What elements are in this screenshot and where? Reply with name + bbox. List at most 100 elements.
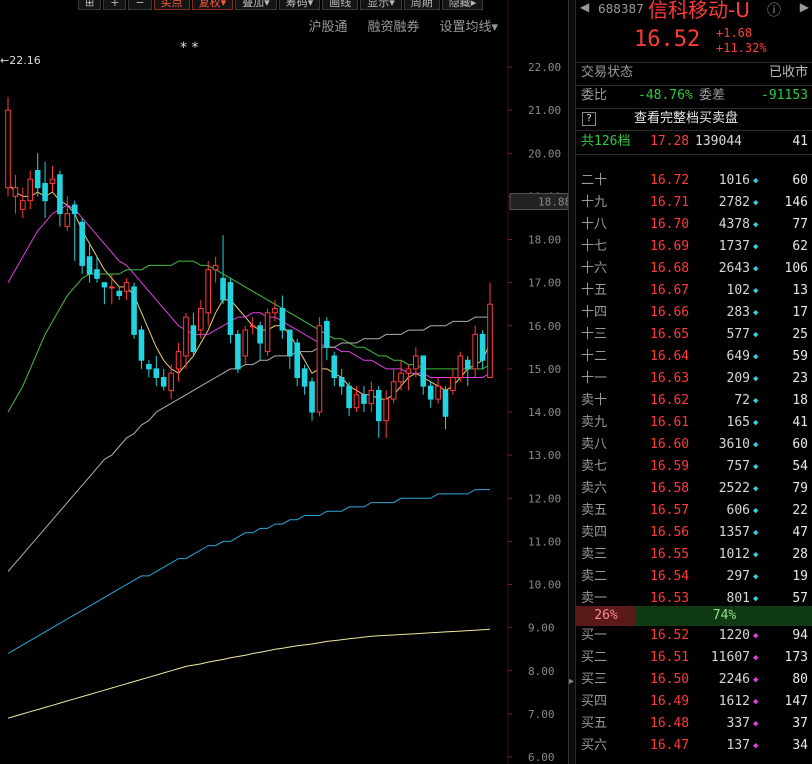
candle-body: [168, 372, 174, 391]
level-marker-icon: ◆: [753, 506, 759, 516]
book-row[interactable]: 卖七 16.59 757 ◆ 54: [576, 456, 812, 478]
book-row[interactable]: 卖九 16.61 165 ◆ 41: [576, 412, 812, 434]
book-row[interactable]: 卖二 16.54 297 ◆ 19: [576, 566, 812, 588]
total-levels-vol: 139044: [695, 134, 742, 149]
book-row[interactable]: 卖六 16.58 2522 ◆ 79: [576, 478, 812, 500]
book-row[interactable]: 卖五 16.57 606 ◆ 22: [576, 500, 812, 522]
level-orders: 41: [792, 415, 808, 430]
level-orders: 147: [784, 694, 808, 709]
level-orders: 18: [792, 393, 808, 408]
book-row[interactable]: 买二 16.51 11607 ◆ 173: [576, 647, 812, 669]
book-row[interactable]: 买五 16.48 337 ◆ 37: [576, 713, 812, 735]
level-marker-icon: ◆: [753, 374, 759, 384]
level-price: 16.48: [650, 716, 690, 731]
level-marker-icon: ◆: [753, 653, 759, 663]
chart-subbar: 沪股通 融资融券 设置均线▾: [308, 16, 498, 35]
level-marker-icon: ◆: [753, 462, 759, 472]
collapse-panel-icon[interactable]: ▸: [568, 676, 575, 687]
toolbar-button[interactable]: 叠加▾: [235, 0, 277, 10]
book-row[interactable]: 买三 16.50 2246 ◆ 80: [576, 669, 812, 691]
order-ratio-bar: 26% 74%: [576, 606, 812, 626]
book-row[interactable]: 十四 16.66 283 ◆ 17: [576, 302, 812, 324]
candle-body: [20, 200, 26, 210]
candle-body: [375, 389, 382, 422]
info-icon[interactable]: ⓘ: [767, 3, 781, 19]
level-volume: 3610: [718, 437, 750, 452]
event-stars: * *: [180, 40, 198, 56]
level-label: 卖四: [581, 525, 608, 540]
kline-chart-pane[interactable]: 22.0021.0020.0019.0018.0017.0016.0015.00…: [0, 0, 568, 764]
full-book-label[interactable]: 查看完整档买卖盘: [634, 111, 739, 126]
candle-body: [71, 204, 78, 215]
full-book-link[interactable]: ? 查看完整档买卖盘: [576, 108, 812, 130]
subbar-item[interactable]: 沪股通: [308, 20, 348, 35]
candle-body: [450, 377, 456, 391]
book-row[interactable]: 十五 16.67 102 ◆ 13: [576, 280, 812, 302]
book-row[interactable]: 买六 16.47 137 ◆ 34: [576, 735, 812, 757]
level-price: 16.58: [650, 481, 690, 496]
book-row[interactable]: 十三 16.65 577 ◆ 25: [576, 324, 812, 346]
level-marker-icon: ◆: [753, 198, 759, 208]
level-marker-icon: ◆: [753, 396, 759, 406]
level-label: 买五: [581, 716, 608, 731]
book-row[interactable]: 十二 16.64 649 ◆ 59: [576, 346, 812, 368]
level-marker-icon: ◆: [753, 176, 759, 186]
toolbar-button[interactable]: 筹码▾: [278, 0, 321, 10]
total-levels-label: 共126档: [581, 134, 631, 149]
next-stock-icon[interactable]: ▶: [799, 0, 809, 14]
book-row[interactable]: 十一 16.63 209 ◆ 23: [576, 368, 812, 390]
level-marker-icon: ◆: [753, 594, 759, 604]
y-tick-label: 14.00: [528, 406, 561, 419]
price-change-pct: +11.32%: [716, 41, 767, 55]
level-price: 16.52: [650, 628, 690, 643]
level-volume: 337: [726, 716, 750, 731]
book-row[interactable]: 二十 16.72 1016 ◆ 60: [576, 170, 812, 192]
level-marker-icon: ◆: [753, 675, 759, 685]
prev-stock-icon[interactable]: ◀: [580, 0, 590, 14]
divider: [576, 85, 812, 86]
level-volume: 209: [726, 371, 750, 386]
book-row[interactable]: 卖十 16.62 72 ◆ 18: [576, 390, 812, 412]
toolbar-button[interactable]: 买点: [153, 0, 190, 10]
level-orders: 54: [792, 459, 808, 474]
toolbar-button[interactable]: 画线: [322, 0, 359, 10]
toolbar-button[interactable]: 复权▾: [191, 0, 234, 10]
candle-body: [316, 325, 323, 413]
subbar-item[interactable]: 融资融券: [367, 20, 420, 35]
candle-body: [116, 290, 123, 297]
candle-body: [346, 385, 352, 409]
book-row[interactable]: 卖一 16.53 801 ◆ 57: [576, 588, 812, 610]
candle-body: [286, 329, 293, 357]
subbar-item[interactable]: 设置均线▾: [439, 20, 498, 35]
book-row[interactable]: 十七 16.69 1737 ◆ 62: [576, 236, 812, 258]
toolbar-button[interactable]: −: [128, 0, 152, 10]
kline-chart[interactable]: 22.0021.0020.0019.0018.0017.0016.0015.00…: [0, 0, 568, 764]
candle-body: [294, 342, 300, 378]
stock-name[interactable]: 信科移动-U: [648, 0, 750, 22]
book-row[interactable]: 卖八 16.60 3610 ◆ 60: [576, 434, 812, 456]
level-price: 16.53: [650, 591, 690, 606]
toolbar-button[interactable]: 周期: [403, 0, 440, 10]
level-label: 卖九: [581, 415, 608, 430]
level-volume: 1737: [718, 239, 750, 254]
level-volume: 165: [726, 415, 750, 430]
toolbar-button[interactable]: 隐藏▸: [441, 0, 484, 10]
candle-body: [34, 170, 41, 189]
book-row[interactable]: 卖三 16.55 1012 ◆ 28: [576, 544, 812, 566]
level-marker-icon: ◆: [753, 242, 759, 252]
pane-divider[interactable]: [568, 0, 575, 764]
level-price: 16.68: [650, 261, 690, 276]
book-row[interactable]: 十六 16.68 2643 ◆ 106: [576, 258, 812, 280]
book-row[interactable]: 十九 16.71 2782 ◆ 146: [576, 192, 812, 214]
book-row[interactable]: 买四 16.49 1612 ◆ 147: [576, 691, 812, 713]
toolbar-button[interactable]: ⊞: [78, 0, 102, 10]
candle-body: [264, 312, 271, 353]
book-row[interactable]: 买一 16.52 1220 ◆ 94: [576, 625, 812, 647]
level-orders: 23: [792, 371, 808, 386]
toolbar-button[interactable]: 显示▾: [360, 0, 402, 10]
level-price: 16.61: [650, 415, 690, 430]
help-icon[interactable]: ?: [582, 112, 596, 126]
book-row[interactable]: 卖四 16.56 1357 ◆ 47: [576, 522, 812, 544]
book-row[interactable]: 十八 16.70 4378 ◆ 77: [576, 214, 812, 236]
toolbar-button[interactable]: +: [103, 0, 127, 10]
